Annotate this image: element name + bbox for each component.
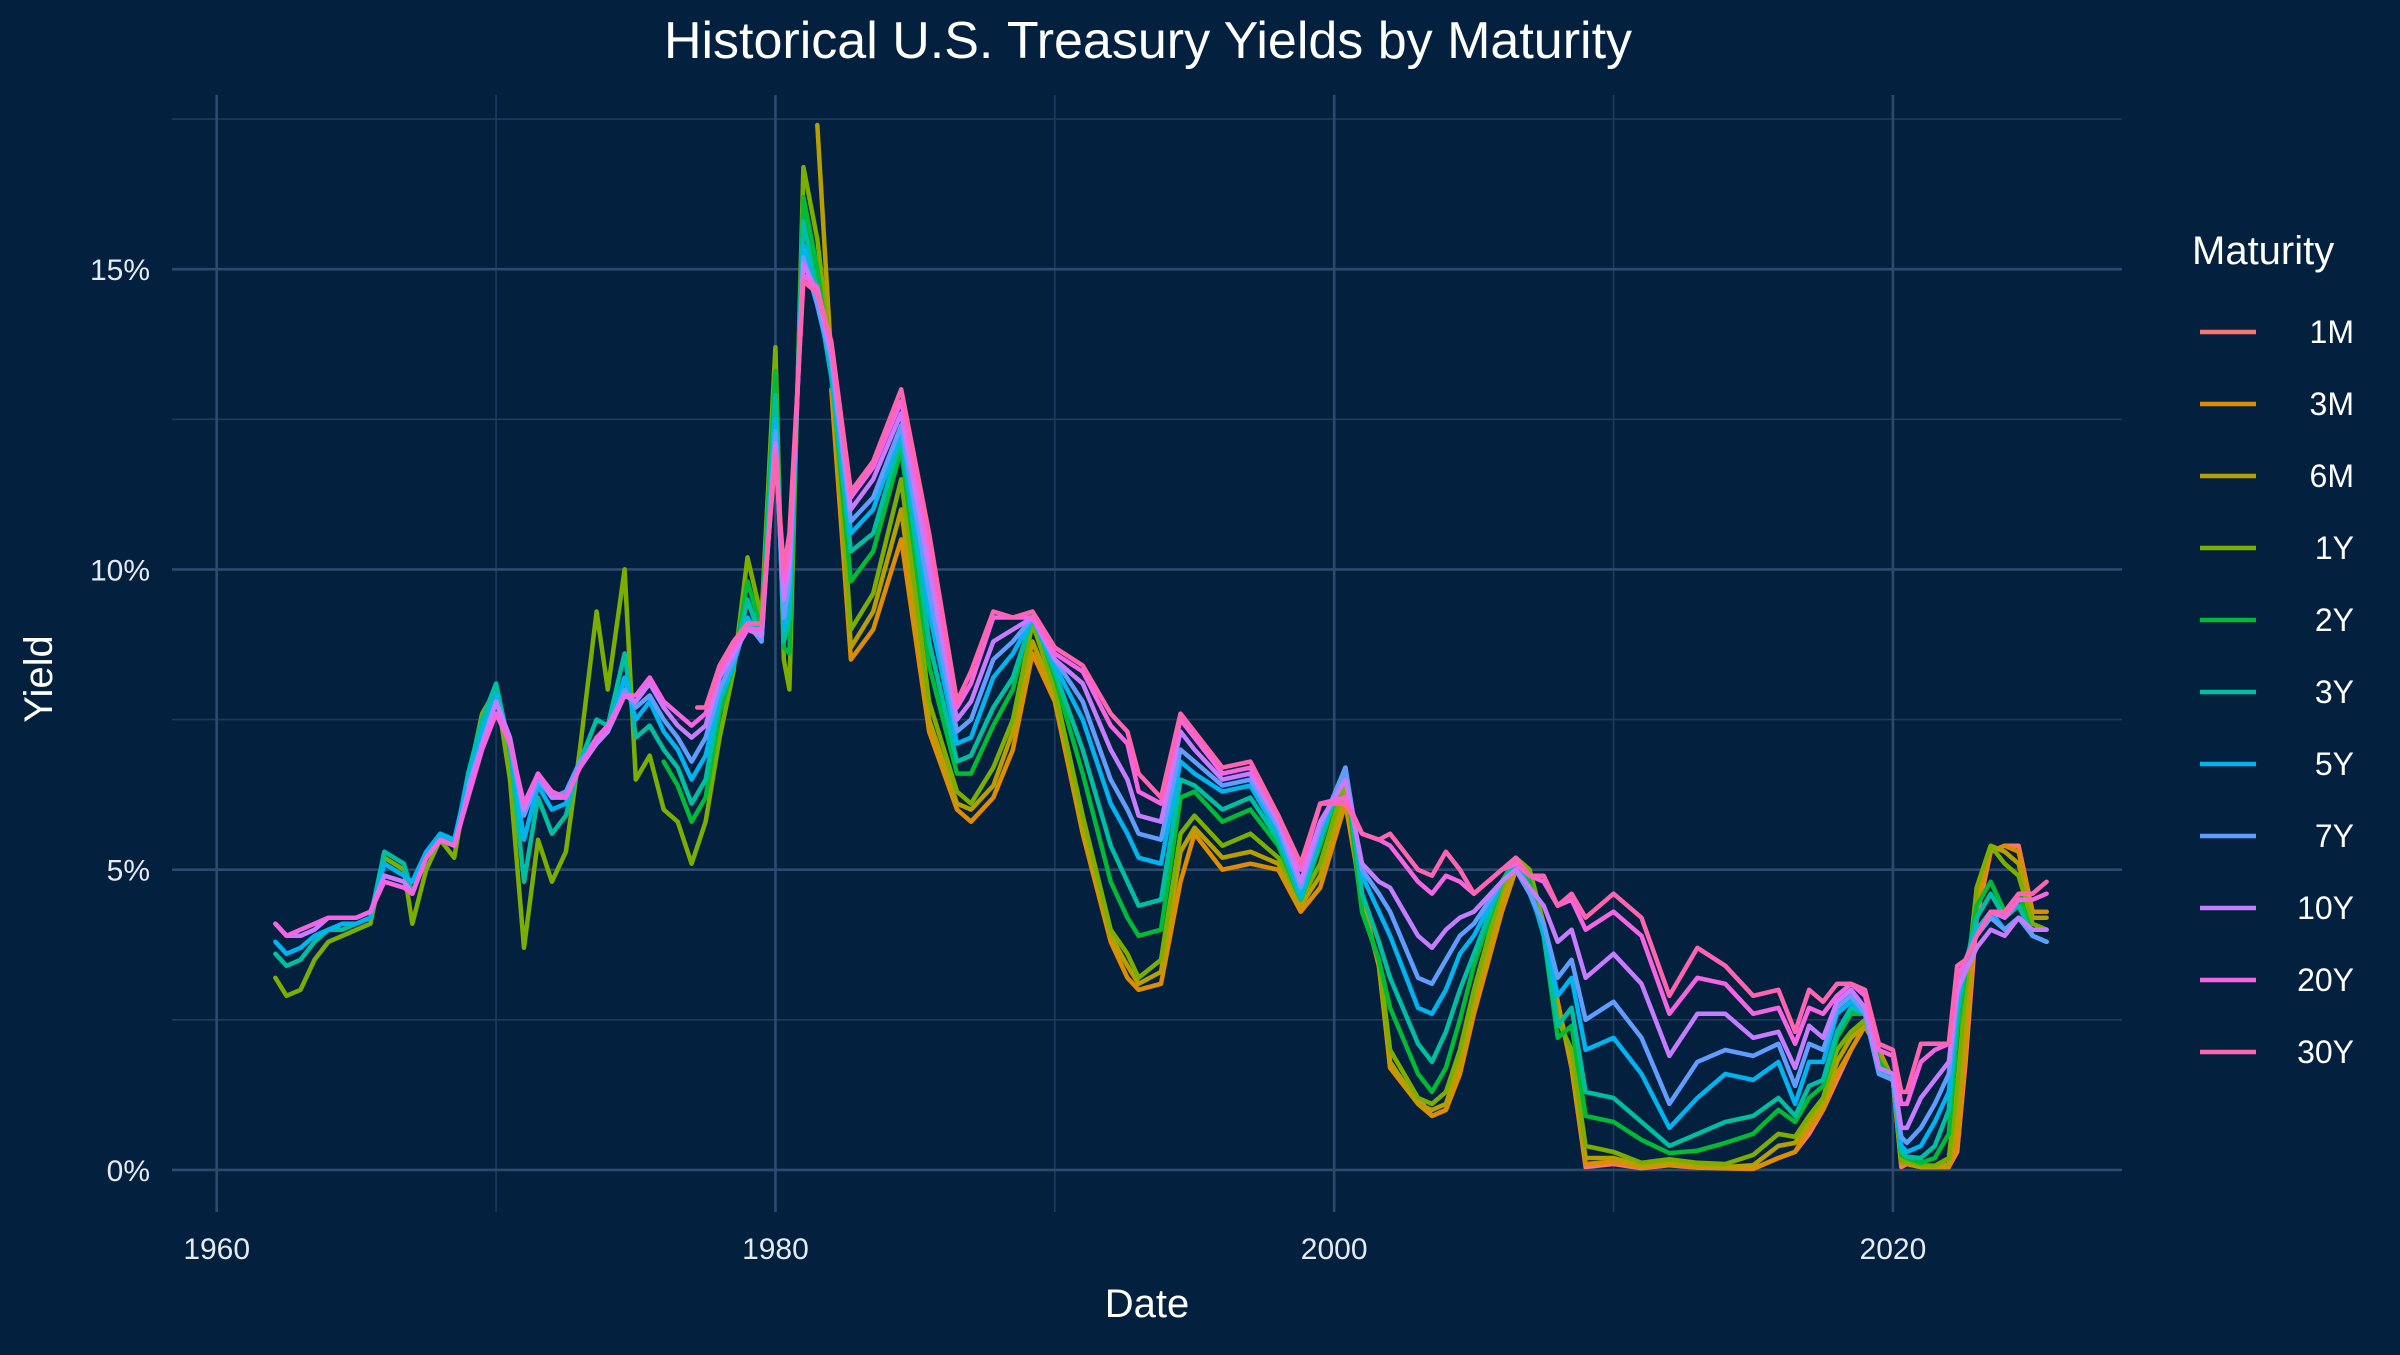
y-axis-ticks: 0% 5% 10% 15% bbox=[90, 254, 150, 1188]
series-layer bbox=[273, 122, 2049, 1172]
series-line-30y bbox=[694, 278, 2049, 1095]
series-line-5y bbox=[273, 242, 2049, 1155]
legend-label-10y: 10Y bbox=[2297, 890, 2354, 926]
legend-label-3y: 3Y bbox=[2315, 674, 2354, 710]
legend-label-6m: 6M bbox=[2310, 458, 2354, 494]
y-axis-label: Yield bbox=[17, 635, 61, 722]
series-line-3y bbox=[273, 218, 2049, 1161]
x-axis-label: Date bbox=[1105, 1282, 1190, 1326]
legend-label-1m: 1M bbox=[2310, 314, 2354, 350]
legend: Maturity 1M 3M 6M 1Y 2Y 3Y 5Y 7Y 10Y 20Y 30Y bbox=[2192, 229, 2354, 1070]
chart-title: Historical U.S. Treasury Yields by Matur… bbox=[664, 12, 1632, 70]
series-line-7y bbox=[465, 254, 2049, 1146]
y-tick-label: 10% bbox=[90, 554, 150, 587]
x-tick-label: 2000 bbox=[1301, 1233, 1368, 1266]
legend-label-7y: 7Y bbox=[2315, 818, 2354, 854]
x-axis-ticks: 1960 1980 2000 2020 bbox=[183, 1233, 1926, 1266]
grid-major bbox=[172, 95, 2122, 1212]
legend-label-5y: 5Y bbox=[2315, 746, 2354, 782]
y-tick-label: 0% bbox=[107, 1155, 150, 1188]
legend-title: Maturity bbox=[2192, 229, 2334, 273]
x-tick-label: 1980 bbox=[742, 1233, 809, 1266]
y-tick-label: 15% bbox=[90, 254, 150, 287]
legend-label-2y: 2Y bbox=[2315, 602, 2354, 638]
series-line-1y bbox=[273, 164, 2049, 1169]
legend-label-1y: 1Y bbox=[2315, 530, 2354, 566]
series-line-20y bbox=[273, 272, 2049, 1107]
legend-label-30y: 30Y bbox=[2297, 1034, 2354, 1070]
x-tick-label: 2020 bbox=[1860, 1233, 1927, 1266]
x-tick-label: 1960 bbox=[183, 1233, 250, 1266]
legend-label-20y: 20Y bbox=[2297, 962, 2354, 998]
legend-items: 1M 3M 6M 1Y 2Y 3Y 5Y 7Y 10Y 20Y 30Y bbox=[2200, 314, 2354, 1070]
legend-label-3m: 3M bbox=[2310, 386, 2354, 422]
y-tick-label: 5% bbox=[107, 855, 150, 888]
